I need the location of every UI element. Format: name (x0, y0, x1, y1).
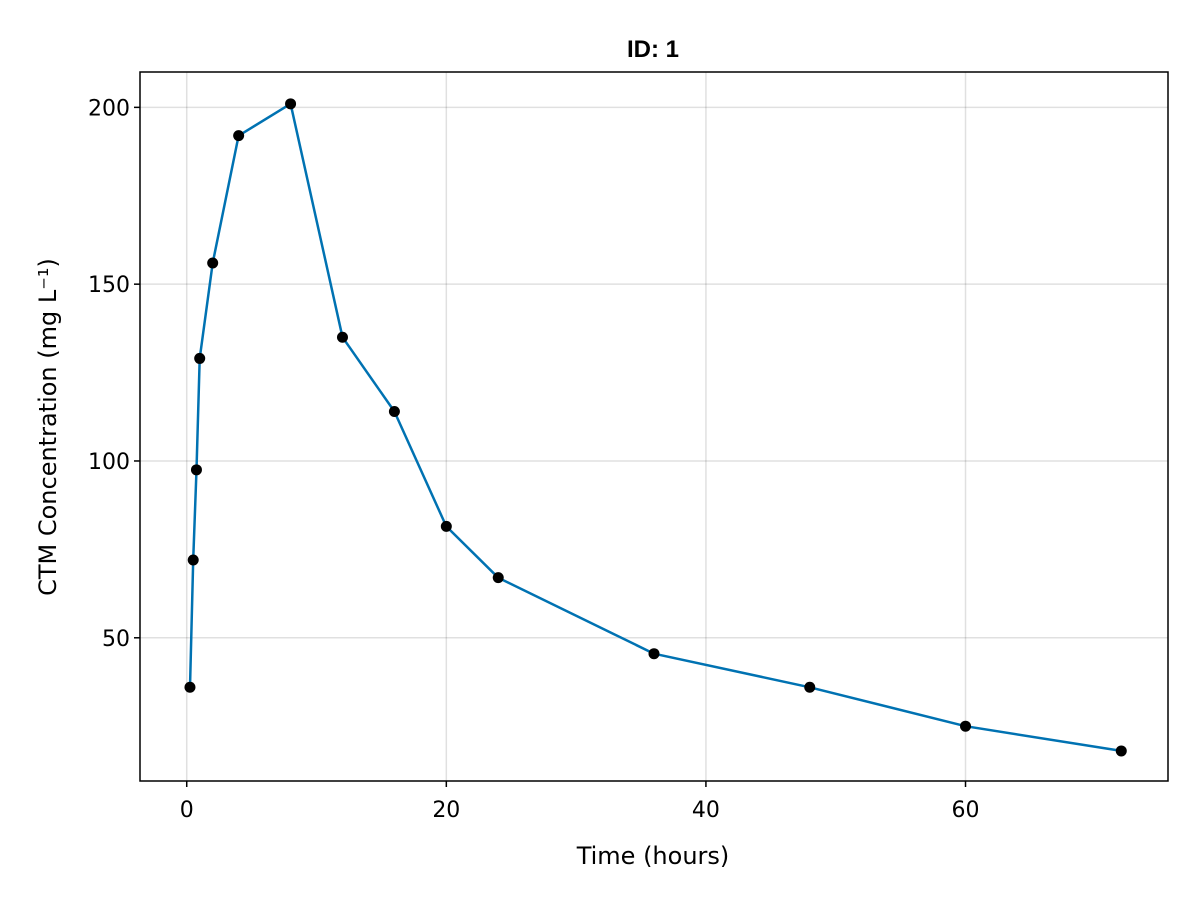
data-point (190, 464, 202, 476)
data-point (1115, 745, 1127, 757)
data-point (492, 572, 504, 584)
y-tick-label: 100 (88, 450, 130, 475)
x-axis-label: Time (hours) (576, 842, 730, 870)
grid (140, 72, 1168, 781)
x-tick-label: 20 (432, 798, 460, 823)
y-tick-label: 150 (88, 273, 130, 298)
chart-title: ID: 1 (627, 36, 679, 63)
x-tick-label: 0 (180, 798, 194, 823)
ticks: 0 20 40 60 50 100 150 200 (88, 96, 980, 823)
data-point (960, 720, 972, 732)
data-point (194, 352, 206, 364)
y-tick-label: 50 (102, 627, 130, 652)
plot-frame (139, 71, 1169, 782)
data-point (233, 130, 245, 142)
data-point (388, 405, 400, 417)
plot-area (184, 98, 1127, 757)
x-tick-label: 60 (952, 798, 980, 823)
x-tick-label: 40 (692, 798, 720, 823)
data-point (440, 520, 452, 532)
y-axis-label: CTM Concentration (mg L⁻¹) (34, 258, 62, 596)
data-point (648, 648, 660, 660)
data-point (285, 98, 297, 110)
data-point (207, 257, 219, 269)
y-tick-label: 200 (88, 96, 130, 121)
data-point (804, 681, 816, 693)
data-point (184, 681, 196, 693)
data-point (187, 554, 199, 566)
data-point (336, 331, 348, 343)
